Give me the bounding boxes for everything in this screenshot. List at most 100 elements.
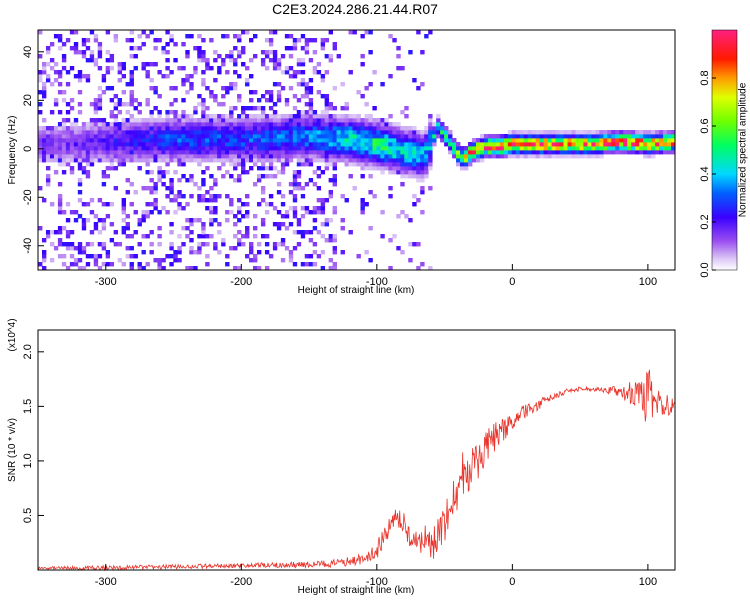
spectrogram-cell	[233, 150, 238, 155]
spectrogram-cell	[312, 218, 318, 223]
spectrogram-cell	[595, 154, 600, 159]
spectrogram-cell	[348, 138, 353, 143]
spectrogram-cell	[237, 158, 242, 163]
spectrogram-cell	[324, 122, 330, 127]
spectrogram-cell	[304, 210, 310, 215]
spectrogram-cell	[233, 46, 238, 51]
spectrogram-cell	[276, 126, 282, 131]
spectrogram-cell	[129, 54, 134, 59]
spectrogram-cell	[252, 138, 258, 143]
spectrogram-cell	[340, 114, 345, 119]
spectrogram-cell	[205, 126, 210, 131]
spectrogram-cell	[101, 246, 107, 251]
spectrogram-cell	[229, 146, 234, 151]
spectrogram-cell	[129, 118, 134, 123]
spectrogram-cell	[292, 206, 298, 211]
spectrogram-cell	[328, 118, 334, 123]
spectrogram-cell	[280, 146, 286, 151]
spectrogram-cell	[416, 174, 421, 179]
spectrogram-cell	[495, 138, 501, 143]
spectrogram-cell	[109, 54, 115, 59]
spectrogram-cell	[149, 130, 154, 135]
spectrogram-cell	[129, 102, 134, 107]
spectrogram-cell	[416, 158, 421, 163]
spectrogram-cell	[173, 122, 178, 127]
spectrogram-cell	[388, 162, 393, 167]
spectrogram-cell	[396, 138, 401, 143]
spectrogram-cell	[109, 110, 115, 115]
spectrogram-cell	[348, 134, 353, 139]
spectrogram-cell	[45, 142, 51, 147]
spectrogram-cell	[241, 110, 246, 115]
spectrogram-cell	[328, 266, 334, 271]
spectrogram-cell	[113, 106, 119, 111]
spectrogram-cell	[428, 266, 433, 271]
spectrogram-cell	[133, 154, 138, 159]
spectrogram-cell	[376, 138, 381, 143]
spectrogram-cell	[97, 46, 103, 51]
spectrogram-cell	[113, 122, 119, 127]
spectrogram-cell	[312, 118, 318, 123]
spectrogram-cell	[368, 130, 373, 135]
spectrogram-cell	[105, 146, 111, 151]
spectrogram-cell	[344, 134, 349, 139]
spectrogram-cell	[356, 142, 361, 147]
spectrogram-cell	[53, 230, 59, 235]
spectrogram-cell	[559, 138, 564, 143]
spectrogram-cell	[41, 134, 47, 139]
spectrogram-cell	[41, 90, 47, 95]
spectrogram-cell	[424, 150, 429, 155]
spectrogram-cell	[348, 114, 353, 119]
spectrogram-cell	[129, 150, 134, 155]
spectrogram-cell	[276, 158, 282, 163]
spectrogram-cell	[81, 50, 87, 55]
spectrogram-cell	[125, 214, 130, 219]
spectrogram-cell	[149, 230, 154, 235]
spectrogram-cell	[268, 158, 274, 163]
spectrogram-cell	[193, 110, 198, 115]
spectrogram-cell	[169, 126, 174, 131]
spectrogram-cell	[205, 262, 210, 267]
spectrogram-cell	[157, 242, 162, 247]
spectrogram-cell	[197, 94, 202, 99]
spectrogram-cell	[252, 234, 258, 239]
spectrogram-cell	[185, 218, 190, 223]
spectrogram-cell	[201, 226, 206, 231]
spectrogram-cell	[153, 118, 158, 123]
spectrogram-cell	[300, 118, 306, 123]
spectrogram-cell	[272, 134, 278, 139]
spectrogram-cell	[272, 246, 278, 251]
spectrogram-cell	[201, 170, 206, 175]
spectrogram-cell	[38, 158, 43, 163]
spectrogram-cell	[165, 50, 170, 55]
spectrogram-cell	[252, 158, 258, 163]
spectrogram-cell	[583, 130, 588, 135]
spectrogram-cell	[531, 142, 537, 147]
spectrogram-cell	[125, 38, 130, 43]
spectrogram-cell	[304, 206, 310, 211]
spectrogram-cell	[241, 50, 246, 55]
spectrogram-cell	[276, 150, 282, 155]
spectrogram-cell	[428, 126, 433, 131]
spectrogram-cell	[69, 142, 75, 147]
spectrogram-cell	[276, 82, 282, 87]
spectrogram-cell	[304, 254, 310, 259]
spectrogram-cell	[161, 74, 166, 79]
spectrogram-cell	[320, 138, 326, 143]
spectrogram-cell	[105, 262, 111, 267]
spectrogram-cell	[324, 114, 330, 119]
spectrogram-cell	[113, 130, 119, 135]
spectrogram-cell	[117, 110, 123, 115]
spectrogram-cell	[85, 38, 91, 43]
spectrogram-cell	[177, 206, 182, 211]
spectrogram-cell	[201, 122, 206, 127]
spectrogram-cell	[264, 138, 270, 143]
spectrogram-cell	[121, 122, 126, 127]
spectrogram-cell	[631, 134, 636, 139]
spectrogram-cell	[623, 130, 628, 135]
spectrogram-cell	[320, 142, 326, 147]
spectrogram-cell	[237, 118, 242, 123]
spectrogram-cell	[380, 166, 385, 171]
spectrogram-cell	[384, 154, 389, 159]
